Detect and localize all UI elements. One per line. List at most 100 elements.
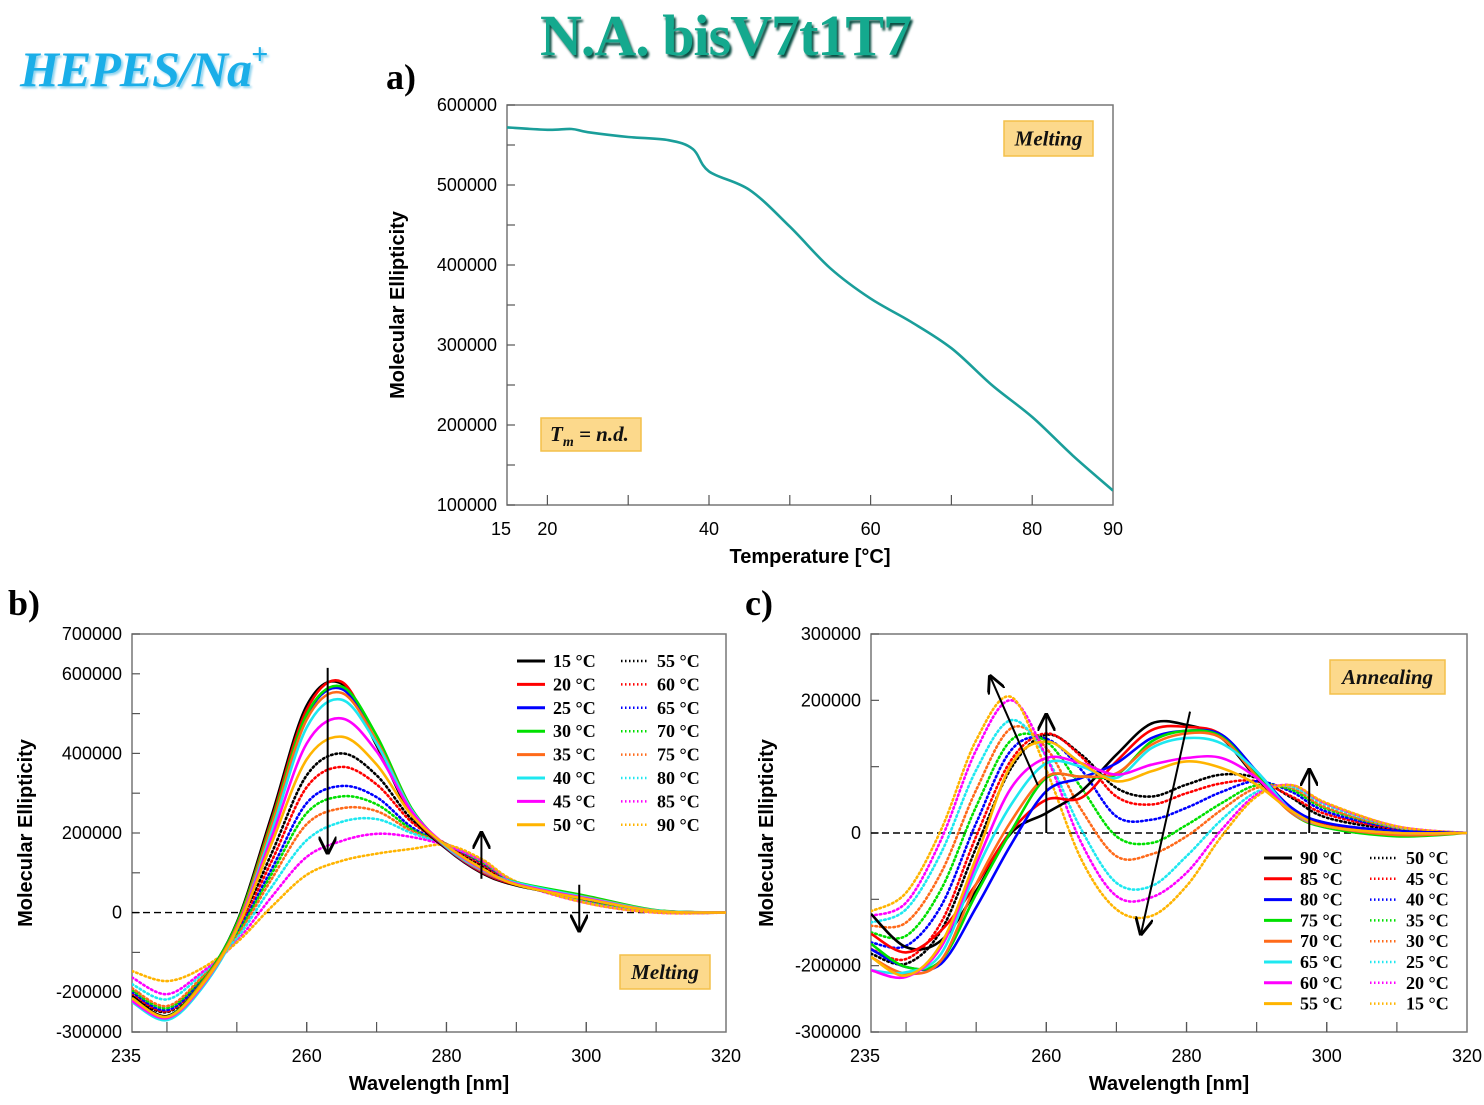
- y-tick-label: -200000: [56, 982, 122, 1002]
- x-tick-label: 15: [491, 519, 511, 539]
- legend-item: 15 °C: [517, 651, 596, 671]
- x-tick-label: 90: [1103, 519, 1123, 539]
- buffer-name: HEPES/Na: [20, 41, 252, 97]
- legend-item: 80 °C: [1264, 890, 1343, 910]
- legend-label: 55 °C: [1300, 994, 1343, 1014]
- legend-label: 65 °C: [657, 698, 700, 718]
- series-line-50-C: [132, 735, 726, 1019]
- trend-arrow: [990, 676, 1039, 786]
- legend-item: 70 °C: [621, 721, 700, 741]
- series-line-50-C: [871, 733, 1467, 966]
- legend-item: 25 °C: [1370, 952, 1449, 972]
- y-tick-label: 600000: [437, 95, 497, 115]
- series-line-35-C: [871, 732, 1467, 940]
- legend-label: 45 °C: [1406, 869, 1449, 889]
- legend-label: 70 °C: [657, 721, 700, 741]
- x-tick-label: 280: [1172, 1046, 1202, 1066]
- mode-badge-bg: [619, 954, 711, 990]
- mode-badge: Annealing: [1329, 659, 1446, 695]
- y-tick-label: 400000: [437, 255, 497, 275]
- y-tick-label: 0: [851, 823, 861, 843]
- legend-label: 25 °C: [1406, 952, 1449, 972]
- legend-label: 50 °C: [553, 815, 596, 835]
- legend-label: 60 °C: [1300, 973, 1343, 993]
- y-tick-label: 600000: [62, 664, 122, 684]
- legend-label: 50 °C: [1406, 848, 1449, 868]
- legend-item: 40 °C: [517, 768, 596, 788]
- y-tick-label: 300000: [437, 335, 497, 355]
- y-tick-label: 300000: [801, 624, 861, 644]
- series-line-45-C: [871, 732, 1467, 962]
- legend-item: 90 °C: [1264, 848, 1343, 868]
- legend-item: 25 °C: [517, 698, 596, 718]
- x-tick-label: 300: [571, 1046, 601, 1066]
- legend: 15 °C 20 °C 25 °C 30 °C 35 °C 40 °C 45 °C 50 °C…: [517, 651, 700, 835]
- legend-label: 75 °C: [657, 745, 700, 765]
- tm-value: = n.d.: [574, 422, 629, 446]
- y-tick-label: 200000: [437, 415, 497, 435]
- legend-item: 45 °C: [517, 791, 596, 811]
- x-tick-label: 20: [537, 519, 557, 539]
- legend-item: 55 °C: [1264, 994, 1343, 1014]
- legend-label: 20 °C: [1406, 973, 1449, 993]
- series-line-40-C: [871, 735, 1467, 950]
- legend-item: 55 °C: [621, 651, 700, 671]
- y-tick-label: -300000: [795, 1022, 861, 1042]
- x-tick-label: 260: [292, 1046, 322, 1066]
- legend-item: 30 °C: [517, 721, 596, 741]
- figure-title: N.A. bisV7t1T7: [540, 3, 912, 68]
- tm-symbol: T: [550, 422, 564, 446]
- chart-panel-c: 300000 200000 0 -200000 -300000 235 260 280 300 3…: [756, 624, 1482, 1095]
- y-tick-label: 200000: [62, 823, 122, 843]
- legend-label: 70 °C: [1300, 931, 1343, 951]
- legend-label: 80 °C: [1300, 890, 1343, 910]
- mode-badge-bg: [1329, 659, 1446, 695]
- y-tick-label: -200000: [795, 956, 861, 976]
- legend-label: 15 °C: [553, 651, 596, 671]
- legend-label: 55 °C: [657, 651, 700, 671]
- legend-item: 30 °C: [1370, 931, 1449, 951]
- y-axis-title: Molecular Ellipticity: [387, 210, 409, 399]
- chart-panel-a: 100000 200000 300000 400000 500000 600000 15 20…: [387, 95, 1123, 568]
- x-tick-label: 80: [1022, 519, 1042, 539]
- trend-arrow: [1141, 711, 1192, 934]
- legend-item: 85 °C: [1264, 869, 1343, 889]
- mode-badge-label: Annealing: [1340, 665, 1433, 689]
- mode-badge-bg: [1003, 120, 1094, 157]
- legend-item: 50 °C: [1370, 848, 1449, 868]
- mode-badge: Melting: [1003, 120, 1094, 157]
- legend-label: 85 °C: [1300, 869, 1343, 889]
- legend-item: 35 °C: [517, 745, 596, 765]
- mode-badge-label: Melting: [630, 960, 699, 984]
- x-tick-label: 235: [111, 1046, 141, 1066]
- legend-label: 45 °C: [553, 791, 596, 811]
- y-axis-title: Molecular Ellipticity: [15, 738, 37, 927]
- tm-subscript: m: [563, 435, 574, 450]
- legend-item: 70 °C: [1264, 931, 1343, 951]
- mode-badge-label: Melting: [1014, 127, 1083, 151]
- y-tick-label: 500000: [437, 175, 497, 195]
- legend-label: 65 °C: [1300, 952, 1343, 972]
- legend-label: 40 °C: [1406, 890, 1449, 910]
- series-group: [507, 126, 1113, 492]
- tm-badge: Tm = n.d.: [540, 417, 642, 452]
- y-tick-label: 100000: [437, 495, 497, 515]
- legend-label: 90 °C: [1300, 848, 1343, 868]
- legend-label: 85 °C: [657, 791, 700, 811]
- y-tick-label: -300000: [56, 1022, 122, 1042]
- legend-item: 75 °C: [1264, 910, 1343, 930]
- x-tick-label: 40: [699, 519, 719, 539]
- series-line-30-C: [871, 725, 1467, 929]
- legend-item: 50 °C: [517, 815, 596, 835]
- y-tick-label: 0: [112, 903, 122, 923]
- legend-label: 75 °C: [1300, 910, 1343, 930]
- legend-item: 65 °C: [1264, 952, 1343, 972]
- legend: 90 °C85 °C80 °C75 °C70 °C65 °C60 °C55 °C…: [1264, 848, 1449, 1014]
- x-tick-label: 235: [850, 1046, 880, 1066]
- legend-item: 20 °C: [1370, 973, 1449, 993]
- tm-badge-label: Tm = n.d.: [550, 422, 629, 450]
- legend-label: 90 °C: [657, 815, 700, 835]
- x-axis-title: Temperature [°C]: [730, 546, 891, 568]
- y-tick-label: 400000: [62, 743, 122, 763]
